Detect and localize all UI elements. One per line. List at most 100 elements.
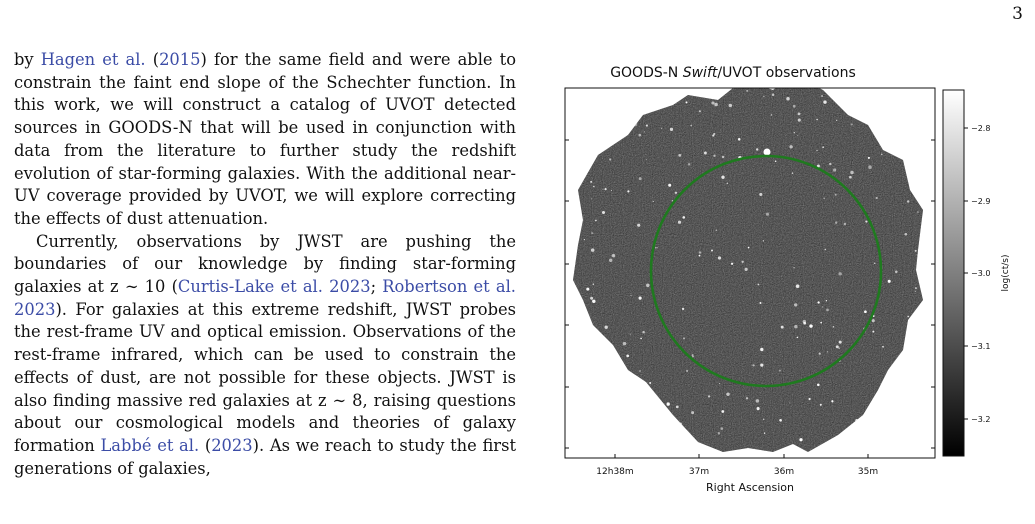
text-run: by: [14, 50, 41, 69]
paragraph-2: Currently, observations by JWST are push…: [14, 231, 516, 481]
point-source: [792, 104, 796, 108]
point-source: [741, 260, 744, 264]
point-source: [604, 188, 607, 191]
colorbar: −2.8 −2.9 −3.0 −3.1 −3.2 log(ct/s): [942, 89, 1011, 457]
point-source: [630, 294, 632, 296]
point-source: [682, 337, 686, 340]
point-source: [771, 93, 775, 96]
text-run: ). For galaxies at this extreme redshift…: [14, 299, 516, 455]
point-source: [713, 132, 716, 136]
point-source: [833, 168, 837, 172]
point-source: [797, 112, 801, 116]
citation-link[interactable]: 2023: [211, 435, 253, 455]
point-source: [609, 158, 612, 161]
point-source: [592, 283, 595, 286]
y-axis-ticks: [565, 139, 935, 449]
point-source: [838, 272, 842, 276]
point-source: [820, 321, 823, 324]
point-source: [660, 127, 663, 129]
point-source: [687, 163, 691, 166]
point-source: [791, 172, 794, 174]
point-source: [823, 197, 826, 200]
point-source: [590, 248, 595, 252]
point-source: [868, 165, 872, 169]
point-source: [759, 192, 763, 196]
point-source: [757, 283, 760, 286]
citation-link[interactable]: Hagen et al.: [40, 50, 146, 69]
point-source: [586, 287, 590, 291]
point-source: [622, 341, 627, 346]
point-source: [836, 119, 838, 121]
point-source: [797, 118, 801, 122]
point-source: [871, 319, 875, 323]
colorbar-tick-label: −3.2: [971, 415, 990, 424]
colorbar-gradient: [942, 89, 965, 457]
paragraph-1: by Hagen et al. (2015) for the same fiel…: [14, 49, 516, 231]
point-source: [639, 370, 641, 372]
point-source: [796, 336, 799, 339]
point-source: [789, 145, 793, 149]
point-source: [747, 246, 750, 249]
point-source: [682, 216, 686, 219]
point-source: [698, 110, 701, 113]
point-source: [867, 156, 870, 159]
point-source: [802, 319, 806, 324]
point-source: [809, 324, 813, 328]
point-source: [714, 102, 718, 107]
point-source: [786, 97, 790, 101]
point-source: [671, 199, 674, 202]
point-source: [763, 432, 766, 434]
point-source: [760, 347, 764, 352]
text-run: (: [199, 435, 212, 455]
point-source: [626, 354, 630, 358]
figure-title: GOODS-N Swift/UVOT observations: [610, 65, 856, 81]
point-source: [895, 270, 898, 274]
point-source: [760, 363, 764, 367]
point-source: [799, 438, 803, 442]
point-source: [720, 427, 724, 430]
point-source: [642, 330, 645, 334]
point-source: [726, 182, 729, 184]
point-source: [681, 307, 685, 311]
point-source: [710, 249, 714, 252]
point-source: [591, 232, 594, 235]
colorbar-label: log(ct/s): [1001, 255, 1011, 292]
body-text-column: by Hagen et al. (2015) for the same fiel…: [14, 49, 516, 480]
point-source: [649, 381, 652, 385]
point-source: [744, 267, 748, 271]
point-source: [686, 369, 689, 372]
point-source: [595, 219, 597, 222]
citation-link[interactable]: Labbé et al.: [100, 435, 200, 455]
point-source: [752, 364, 755, 367]
point-source: [629, 333, 631, 335]
citation-link[interactable]: 2015: [159, 50, 201, 69]
point-source: [691, 411, 695, 415]
point-source: [831, 400, 834, 403]
point-source: [826, 351, 829, 353]
bright-source: [763, 148, 771, 156]
point-source: [645, 159, 647, 161]
point-source: [721, 410, 725, 413]
point-source: [882, 345, 884, 348]
point-source: [698, 254, 701, 257]
point-source: [850, 123, 853, 126]
text-run: ;: [370, 277, 383, 297]
point-source: [917, 211, 919, 213]
point-source: [591, 198, 593, 200]
point-source: [717, 432, 721, 435]
point-source: [715, 229, 718, 231]
citation-link[interactable]: Robertson et al. 2023: [14, 277, 516, 319]
x-tick-label: 12h38m: [596, 467, 633, 477]
point-source: [643, 131, 646, 133]
point-source: [640, 337, 642, 340]
point-source: [677, 220, 682, 224]
point-source: [669, 127, 674, 132]
point-source: [824, 248, 827, 251]
point-source: [730, 262, 734, 265]
point-source: [835, 221, 838, 224]
point-source: [762, 240, 764, 242]
citation-link[interactable]: Curtis-Lake et al. 2023: [177, 277, 371, 297]
point-source: [678, 154, 682, 157]
point-source: [604, 325, 608, 329]
x-tick-label: 35m: [858, 467, 878, 477]
